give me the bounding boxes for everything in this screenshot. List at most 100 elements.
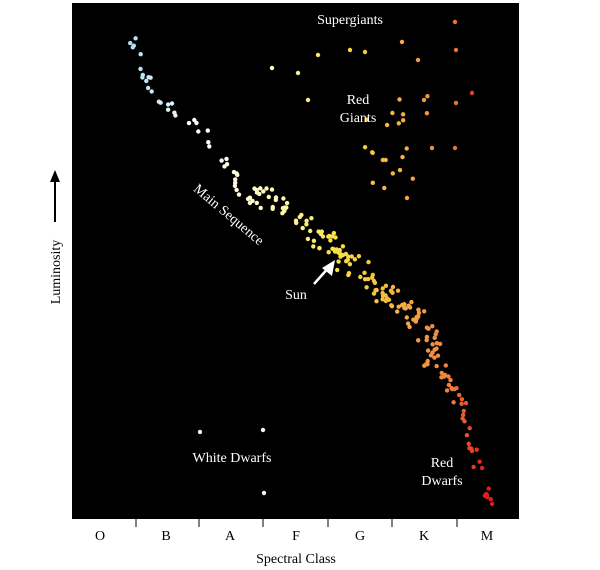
star — [282, 205, 287, 210]
class-label: O — [95, 529, 105, 544]
star — [453, 100, 459, 106]
star — [370, 180, 375, 185]
star — [384, 122, 390, 128]
star — [416, 307, 421, 312]
class-label: B — [161, 529, 170, 544]
star — [461, 408, 466, 414]
star — [452, 19, 458, 25]
star — [140, 72, 145, 78]
star — [362, 270, 367, 275]
star — [374, 299, 379, 304]
star — [380, 297, 385, 302]
star — [405, 321, 411, 326]
star — [172, 110, 177, 115]
star — [266, 194, 271, 200]
star — [404, 146, 409, 151]
white-dwarfs-label: White Dwarfs — [193, 451, 272, 466]
star — [397, 97, 402, 102]
star — [326, 250, 331, 255]
star — [308, 228, 313, 234]
star — [138, 66, 143, 72]
star — [197, 429, 203, 435]
star — [311, 244, 316, 249]
star — [407, 324, 412, 330]
star — [362, 145, 368, 150]
star — [443, 363, 448, 368]
star — [236, 192, 242, 197]
star — [299, 212, 304, 218]
x-axis-label: Spectral Class — [256, 552, 336, 567]
star — [258, 186, 263, 191]
star — [426, 326, 431, 331]
star — [315, 52, 321, 58]
star — [444, 388, 450, 393]
star — [413, 318, 419, 323]
star — [133, 36, 138, 41]
star — [463, 400, 469, 406]
star — [305, 97, 311, 103]
star — [430, 324, 435, 329]
star — [425, 348, 431, 353]
star — [258, 205, 263, 211]
supergiants-label: Supergiants — [317, 13, 383, 28]
star — [269, 187, 275, 192]
y-axis-label: Luminosity — [49, 240, 64, 305]
star — [400, 154, 405, 160]
star — [304, 222, 309, 227]
star — [138, 52, 143, 57]
star — [446, 374, 451, 379]
star — [424, 334, 430, 340]
star — [281, 196, 286, 201]
star — [257, 191, 262, 197]
star — [416, 310, 422, 316]
star — [434, 341, 440, 346]
star — [261, 189, 266, 194]
star — [328, 238, 333, 243]
star — [469, 90, 475, 96]
star — [369, 275, 375, 280]
star — [273, 197, 278, 203]
star — [165, 107, 171, 112]
star — [334, 247, 339, 252]
star — [453, 47, 459, 53]
red-giants-label: Giants — [340, 111, 377, 126]
star — [224, 156, 229, 162]
star — [399, 39, 405, 45]
star — [400, 112, 406, 117]
star — [196, 129, 201, 134]
star — [467, 446, 472, 451]
stars — [128, 19, 495, 507]
star — [469, 448, 475, 454]
star — [390, 290, 395, 295]
star — [205, 128, 210, 133]
star — [358, 274, 363, 280]
star — [370, 150, 375, 155]
star — [128, 40, 133, 46]
star — [156, 99, 162, 104]
star — [446, 382, 452, 388]
star — [364, 117, 369, 122]
star — [260, 427, 266, 433]
star — [402, 302, 407, 307]
star — [362, 277, 368, 282]
star — [320, 234, 326, 239]
plot-area — [72, 3, 519, 519]
star — [282, 208, 287, 214]
star — [471, 464, 476, 470]
star — [433, 332, 438, 337]
class-label: F — [292, 529, 300, 544]
star — [331, 230, 337, 236]
star — [165, 102, 171, 107]
star — [345, 257, 350, 263]
star — [390, 110, 395, 116]
star — [383, 283, 389, 288]
star — [304, 218, 309, 223]
star — [366, 259, 371, 265]
star — [284, 200, 290, 206]
star — [194, 120, 199, 126]
star — [254, 200, 259, 206]
star — [145, 85, 151, 91]
star — [364, 285, 369, 290]
star — [294, 220, 299, 226]
